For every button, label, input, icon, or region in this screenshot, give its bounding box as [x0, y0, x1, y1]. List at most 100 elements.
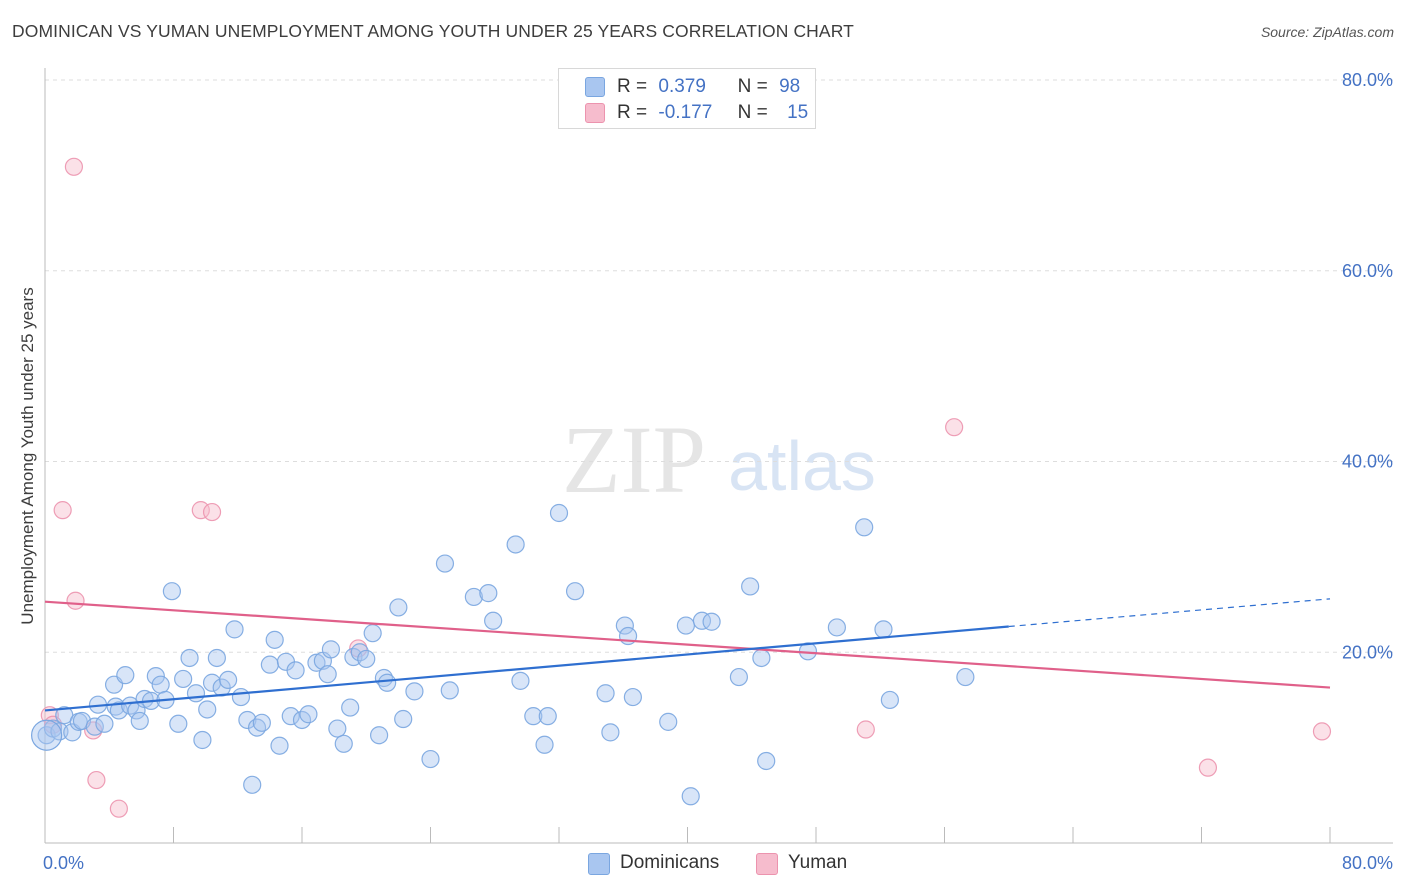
- dominican-point: [95, 714, 114, 733]
- dominican-point: [109, 701, 128, 720]
- dominican-point: [623, 687, 642, 707]
- dominican-point: [874, 620, 893, 639]
- dominican-point: [659, 712, 678, 731]
- yuman-n-label: N =: [737, 102, 768, 123]
- yuman-points: [40, 157, 1332, 818]
- dominican-point: [198, 700, 217, 719]
- yuman-point: [945, 418, 964, 437]
- dominican-point: [596, 684, 615, 703]
- dominican-point: [464, 587, 483, 607]
- dominican-point: [549, 503, 569, 523]
- yuman-r-value: -0.177: [658, 102, 713, 123]
- dominican-point: [827, 618, 846, 637]
- dominican-point: [729, 667, 749, 687]
- dominican-point: [752, 648, 771, 668]
- dominican-point: [151, 675, 170, 694]
- dominican-point: [757, 751, 776, 771]
- y-tick-label: 80.0%: [1342, 70, 1393, 90]
- chart-title: DOMINICAN VS YUMAN UNEMPLOYMENT AMONG YO…: [12, 21, 854, 41]
- dominican-point: [260, 655, 279, 674]
- dominican-point: [219, 670, 238, 690]
- dominican-point: [243, 775, 262, 794]
- dominican-point: [238, 710, 257, 730]
- dominican-point: [538, 707, 557, 726]
- dominicans-legend-swatch: [588, 853, 610, 875]
- yuman-point: [202, 502, 222, 522]
- correlation-legend: R = 0.379 N = 98 R = -0.177 N = 15: [558, 68, 816, 129]
- dominican-point: [130, 711, 149, 731]
- dominican-point: [116, 666, 135, 685]
- yuman-point: [856, 720, 875, 739]
- dominican-point: [350, 643, 369, 662]
- x-tick-label-min: 0.0%: [43, 853, 84, 873]
- dominican-point: [252, 713, 271, 732]
- dominicans-legend-label: Dominicans: [620, 852, 720, 873]
- dominican-point: [435, 554, 455, 573]
- dominicans-swatch: [585, 77, 605, 97]
- dominican-point: [565, 582, 585, 601]
- dominican-point: [615, 616, 634, 635]
- yuman-point: [66, 591, 85, 610]
- dominican-point: [281, 707, 300, 726]
- dominican-point: [334, 734, 353, 753]
- dominican-point: [169, 714, 188, 733]
- dominican-point: [741, 577, 760, 596]
- dominican-point: [174, 669, 193, 689]
- dominican-point: [146, 666, 165, 686]
- dominican-point: [357, 649, 376, 669]
- yuman-point: [191, 501, 210, 520]
- yuman-r-label: R =: [617, 102, 648, 123]
- dominican-point: [225, 620, 244, 639]
- dominican-point: [378, 673, 397, 692]
- yuman-point: [87, 770, 106, 790]
- tick-labels: 20.0% 40.0% 60.0% 80.0% 0.0% 80.0%: [43, 70, 1393, 873]
- yuman-n-value: 15: [787, 102, 809, 123]
- dominican-point: [855, 518, 874, 537]
- source-label: Source: ZipAtlas.com: [1260, 24, 1394, 40]
- dominican-point: [956, 667, 975, 687]
- dominican-point: [328, 719, 347, 738]
- dominican-point: [479, 584, 498, 603]
- yuman-point: [109, 799, 128, 818]
- yuman-point: [1312, 722, 1332, 741]
- dominican-point: [880, 690, 899, 710]
- axes: [44, 68, 1393, 844]
- dominican-point: [440, 681, 459, 700]
- dominican-point: [341, 698, 360, 717]
- dominicans-n-label: N =: [737, 76, 768, 97]
- dominican-point: [692, 611, 712, 630]
- yuman-legend-label: Yuman: [788, 852, 848, 873]
- yuman-swatch: [585, 103, 605, 123]
- dominican-point: [180, 648, 199, 668]
- dominican-point: [307, 653, 326, 672]
- dominican-point: [511, 671, 530, 690]
- y-tick-label: 60.0%: [1342, 261, 1393, 281]
- dominican-point: [601, 723, 620, 742]
- dominicans-trend-line: [44, 625, 1009, 712]
- dominican-point: [265, 630, 284, 649]
- dominican-point: [231, 687, 251, 707]
- dominican-point: [506, 535, 525, 554]
- dominican-point: [702, 612, 721, 631]
- dominican-point: [270, 736, 289, 755]
- dominican-point: [421, 749, 440, 769]
- dominican-point: [363, 624, 382, 643]
- dominican-point: [405, 682, 424, 701]
- watermark: ZIP atlas: [562, 406, 876, 513]
- trend-lines: [44, 598, 1331, 712]
- dominican-point: [321, 640, 341, 659]
- dominican-point: [389, 598, 408, 617]
- dominican-point: [394, 709, 413, 729]
- dominican-point-large: [31, 719, 63, 751]
- dominican-point: [535, 735, 554, 754]
- dominican-point: [681, 787, 700, 806]
- watermark-zip: ZIP: [562, 406, 706, 513]
- x-tick-label-max: 80.0%: [1342, 853, 1393, 873]
- yuman-point: [64, 157, 84, 176]
- dominican-point: [370, 726, 389, 745]
- dominican-point: [318, 665, 337, 684]
- dominican-point: [186, 684, 206, 703]
- y-tick-label: 20.0%: [1342, 642, 1393, 662]
- dominican-point: [193, 730, 212, 750]
